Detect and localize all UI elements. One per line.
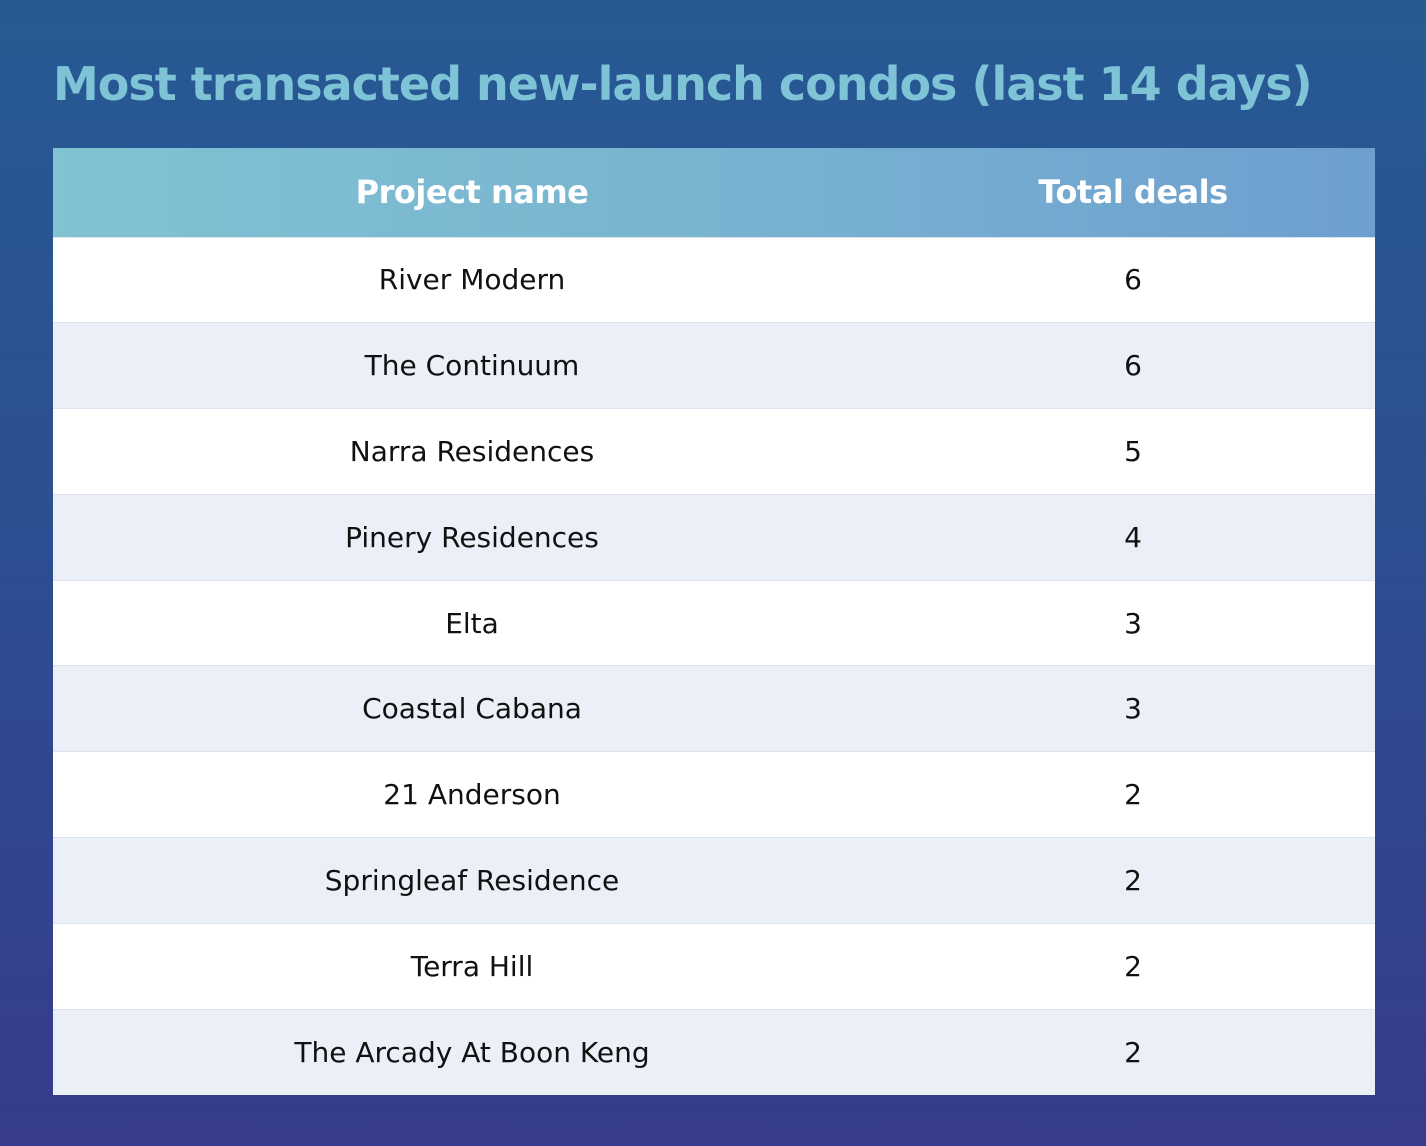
project-name-cell: Narra Residences [53, 408, 891, 495]
table-row: Elta 3 [53, 579, 1375, 666]
total-deals-cell: 3 [891, 665, 1375, 752]
deals-table: Project name Total deals River Modern 6 Th… [53, 148, 1375, 1095]
project-name-cell: Terra Hill [53, 922, 891, 1010]
project-name-cell: The Continuum [53, 322, 891, 409]
total-deals-cell: 2 [891, 751, 1375, 838]
table-row: Narra Residences 5 [53, 408, 1375, 495]
project-name-cell: Coastal Cabana [53, 665, 891, 752]
header-row: Project name Total deals [53, 148, 1375, 237]
project-name-cell: Pinery Residences [53, 493, 891, 581]
table-row: Terra Hill 2 [53, 922, 1375, 1010]
table-row: Springleaf Residence 2 [53, 837, 1375, 924]
table-row: 21 Anderson 2 [53, 751, 1375, 838]
total-deals-cell: 6 [891, 236, 1375, 323]
header-project-name: Project name [355, 173, 589, 212]
project-name-cell: The Arcady At Boon Keng [53, 1008, 891, 1095]
chart-title: Most transacted new-launch condos (last … [53, 57, 1313, 111]
total-deals-cell: 5 [891, 408, 1375, 495]
total-deals-cell: 6 [891, 322, 1375, 409]
project-name-cell: 21 Anderson [53, 751, 891, 838]
table-row: The Arcady At Boon Keng 2 [53, 1008, 1375, 1095]
table-row: Coastal Cabana 3 [53, 665, 1375, 752]
total-deals-cell: 2 [891, 922, 1375, 1010]
total-deals-cell: 3 [891, 579, 1375, 666]
table-row: River Modern 6 [53, 236, 1375, 323]
table-row: The Continuum 6 [53, 322, 1375, 409]
total-deals-cell: 2 [891, 1008, 1375, 1095]
table-row: Pinery Residences 4 [53, 493, 1375, 581]
project-name-cell: Springleaf Residence [53, 837, 891, 924]
project-name-cell: River Modern [53, 236, 891, 323]
table-header: Project name Total deals [53, 148, 1375, 237]
total-deals-cell: 2 [891, 837, 1375, 924]
header-total-deals: Total deals [1038, 173, 1228, 212]
project-name-cell: Elta [53, 579, 891, 666]
total-deals-cell: 4 [891, 493, 1375, 581]
table-body: River Modern 6 The Continuum 6 Narra Residen… [53, 236, 1375, 1095]
